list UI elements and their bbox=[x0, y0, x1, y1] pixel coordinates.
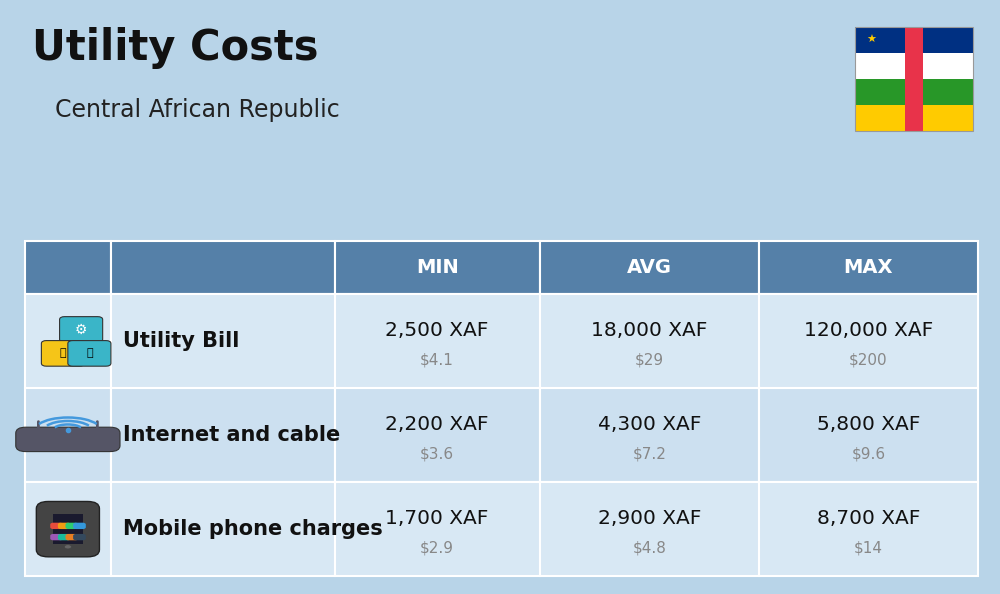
Text: 2,900 XAF: 2,900 XAF bbox=[598, 509, 701, 528]
Text: 4,300 XAF: 4,300 XAF bbox=[598, 415, 701, 434]
FancyBboxPatch shape bbox=[25, 482, 111, 576]
Text: $9.6: $9.6 bbox=[851, 447, 885, 462]
Text: $3.6: $3.6 bbox=[420, 447, 454, 462]
FancyBboxPatch shape bbox=[50, 523, 63, 529]
Text: $14: $14 bbox=[854, 541, 883, 555]
FancyBboxPatch shape bbox=[759, 388, 978, 482]
Text: Central African Republic: Central African Republic bbox=[55, 98, 340, 122]
Text: $200: $200 bbox=[849, 352, 888, 367]
Text: $2.9: $2.9 bbox=[420, 541, 454, 555]
FancyBboxPatch shape bbox=[905, 27, 923, 131]
FancyBboxPatch shape bbox=[855, 53, 973, 79]
FancyBboxPatch shape bbox=[759, 241, 978, 294]
FancyBboxPatch shape bbox=[855, 79, 973, 105]
Text: 120,000 XAF: 120,000 XAF bbox=[804, 321, 933, 340]
FancyBboxPatch shape bbox=[58, 534, 71, 541]
FancyBboxPatch shape bbox=[759, 294, 978, 388]
FancyBboxPatch shape bbox=[540, 482, 759, 576]
Text: AVG: AVG bbox=[627, 258, 672, 277]
Text: 🚿: 🚿 bbox=[86, 349, 93, 358]
Text: Utility Bill: Utility Bill bbox=[123, 331, 239, 351]
FancyBboxPatch shape bbox=[68, 340, 111, 366]
FancyBboxPatch shape bbox=[25, 388, 111, 482]
FancyBboxPatch shape bbox=[36, 501, 99, 557]
FancyBboxPatch shape bbox=[58, 523, 71, 529]
FancyBboxPatch shape bbox=[25, 294, 111, 388]
Text: 2,500 XAF: 2,500 XAF bbox=[385, 321, 489, 340]
FancyBboxPatch shape bbox=[65, 534, 78, 541]
FancyBboxPatch shape bbox=[65, 523, 78, 529]
Text: ★: ★ bbox=[867, 35, 877, 45]
FancyBboxPatch shape bbox=[111, 388, 335, 482]
Text: 18,000 XAF: 18,000 XAF bbox=[591, 321, 707, 340]
Text: MAX: MAX bbox=[844, 258, 893, 277]
FancyBboxPatch shape bbox=[540, 241, 759, 294]
Text: 🔌: 🔌 bbox=[60, 349, 66, 358]
Text: $4.1: $4.1 bbox=[420, 352, 454, 367]
Text: $7.2: $7.2 bbox=[632, 447, 666, 462]
FancyBboxPatch shape bbox=[111, 482, 335, 576]
FancyBboxPatch shape bbox=[855, 27, 973, 53]
FancyBboxPatch shape bbox=[855, 105, 973, 131]
FancyBboxPatch shape bbox=[41, 340, 84, 366]
FancyBboxPatch shape bbox=[540, 388, 759, 482]
FancyBboxPatch shape bbox=[25, 241, 111, 294]
FancyBboxPatch shape bbox=[335, 241, 540, 294]
FancyBboxPatch shape bbox=[540, 294, 759, 388]
Text: ⚙: ⚙ bbox=[75, 323, 87, 336]
FancyBboxPatch shape bbox=[111, 241, 335, 294]
Text: Mobile phone charges: Mobile phone charges bbox=[123, 519, 383, 539]
FancyBboxPatch shape bbox=[759, 482, 978, 576]
Text: $4.8: $4.8 bbox=[632, 541, 666, 555]
FancyBboxPatch shape bbox=[60, 317, 103, 342]
Circle shape bbox=[64, 545, 71, 549]
FancyBboxPatch shape bbox=[53, 514, 83, 544]
FancyBboxPatch shape bbox=[50, 534, 63, 541]
Text: 1,700 XAF: 1,700 XAF bbox=[385, 509, 489, 528]
Text: 2,200 XAF: 2,200 XAF bbox=[385, 415, 489, 434]
FancyBboxPatch shape bbox=[73, 523, 86, 529]
FancyBboxPatch shape bbox=[111, 294, 335, 388]
Text: $29: $29 bbox=[635, 352, 664, 367]
Text: Internet and cable: Internet and cable bbox=[123, 425, 340, 445]
Text: MIN: MIN bbox=[416, 258, 459, 277]
Text: Utility Costs: Utility Costs bbox=[32, 27, 318, 69]
FancyBboxPatch shape bbox=[335, 388, 540, 482]
FancyBboxPatch shape bbox=[335, 482, 540, 576]
FancyBboxPatch shape bbox=[73, 534, 86, 541]
FancyBboxPatch shape bbox=[335, 294, 540, 388]
Text: 5,800 XAF: 5,800 XAF bbox=[817, 415, 920, 434]
FancyBboxPatch shape bbox=[16, 427, 120, 451]
Text: 8,700 XAF: 8,700 XAF bbox=[817, 509, 920, 528]
